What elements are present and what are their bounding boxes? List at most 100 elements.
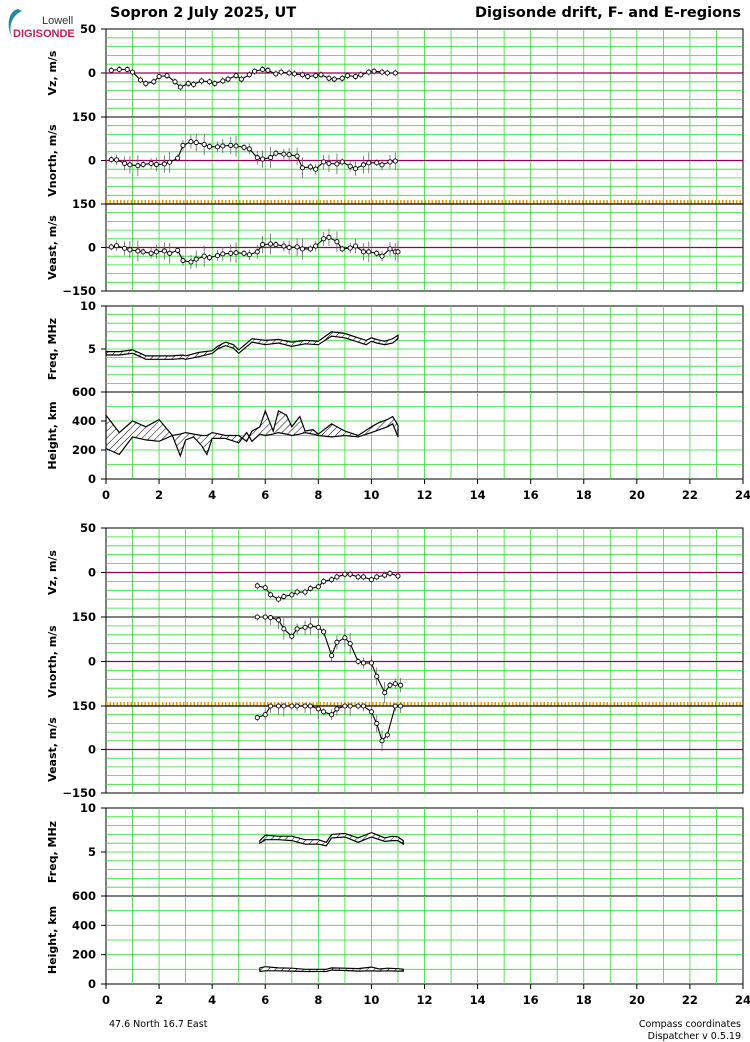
f-vnorth-point: [175, 155, 181, 161]
f-vz-point: [220, 78, 226, 84]
e-veast-point: [360, 703, 367, 709]
e-vnorth-point: [302, 624, 308, 630]
f-vnorth-point: [220, 143, 226, 149]
f-vz-point: [124, 66, 130, 73]
f-veast-point: [114, 243, 120, 249]
f-vz-point: [326, 75, 332, 81]
f-vnorth-tick-label: 150: [72, 110, 96, 124]
e-x-tick-label: 10: [363, 993, 379, 1007]
f-vz-point: [108, 67, 114, 73]
f-x-tick-label: 6: [261, 488, 269, 502]
f-vz-point: [318, 72, 324, 78]
svg-text:Lowell: Lowell: [42, 15, 73, 27]
f-veast-point: [299, 246, 305, 252]
e-vnorth-point: [368, 660, 374, 666]
f-vnorth-point: [127, 162, 133, 168]
f-vz-point: [116, 66, 122, 73]
e-vnorth-point: [382, 690, 388, 696]
f-vz-point: [331, 76, 337, 82]
e-vz-point: [382, 572, 388, 578]
e-vnorth-point: [392, 681, 398, 687]
e-vz-point: [281, 593, 287, 600]
f-vz-point: [206, 79, 213, 85]
e-veast-point: [254, 715, 260, 721]
e-x-tick-label: 14: [470, 993, 486, 1007]
f-vz-point: [384, 70, 390, 76]
f-veast-point: [193, 256, 199, 262]
f-vnorth-point: [387, 159, 393, 165]
chart-title-description: Digisonde drift, F- and E-regions: [474, 5, 741, 21]
f-height-axis-label: Height, km: [46, 401, 59, 469]
f-height-tick-label: 0: [88, 472, 96, 486]
e-vz-point: [294, 589, 300, 595]
f-vz-point: [265, 67, 271, 73]
e-vnorth-point: [342, 635, 348, 641]
f-veast-point: [281, 243, 287, 249]
f-vz-point: [291, 71, 297, 77]
e-x-tick-label: 24: [735, 993, 750, 1007]
f-vz-point: [352, 73, 359, 80]
f-veast-point: [108, 244, 114, 250]
f-veast-point: [127, 247, 133, 253]
f-vnorth-point: [233, 143, 239, 149]
e-vz-point: [254, 583, 260, 589]
e-vz-point: [360, 574, 367, 580]
f-veast-point: [153, 249, 159, 255]
e-veast-point: [384, 732, 390, 738]
e-vnorth-point: [355, 658, 361, 665]
f-vnorth-point: [122, 160, 128, 166]
e-x-tick-label: 18: [576, 993, 592, 1007]
f-veast-tick-label: 0: [88, 241, 96, 255]
f-veast-point: [379, 253, 385, 259]
f-vz-point: [344, 73, 351, 79]
e-veast-point: [289, 703, 295, 709]
f-vz-point: [379, 69, 385, 75]
f-vnorth-point: [268, 155, 274, 161]
f-vz-point: [273, 71, 279, 77]
f-vz-point: [212, 81, 218, 87]
f-x-tick-label: 16: [523, 488, 539, 502]
f-veast-point: [175, 247, 181, 253]
f-veast-point: [206, 255, 213, 261]
f-vnorth-point: [214, 144, 221, 150]
e-vz-point: [368, 577, 374, 583]
f-x-tick-label: 10: [363, 488, 379, 502]
e-vz-point: [355, 574, 361, 580]
f-vnorth-point: [392, 158, 398, 164]
f-vnorth-point: [135, 163, 141, 169]
e-freq-tick-label: 5: [88, 845, 96, 859]
e-veast-point: [315, 706, 321, 712]
f-veast-point: [347, 245, 353, 251]
f-vz-point: [198, 78, 205, 84]
f-vnorth-point: [188, 139, 194, 145]
e-x-tick-label: 0: [102, 993, 110, 1007]
e-x-tick-label: 6: [261, 993, 269, 1007]
f-height-band: [105, 409, 399, 458]
e-height-tick-label: 600: [72, 889, 96, 903]
e-vnorth-point: [398, 682, 404, 688]
e-veast-point: [342, 703, 348, 709]
e-vnorth-point: [315, 624, 321, 630]
e-veast-point: [307, 703, 313, 709]
e-height-tick-label: 0: [88, 977, 96, 991]
e-vnorth-point: [262, 614, 268, 620]
f-veast-point: [395, 249, 401, 255]
f-vz-point: [177, 84, 183, 90]
e-height-band: [259, 966, 404, 973]
f-vz-point: [286, 70, 292, 76]
f-vnorth-point: [201, 141, 207, 148]
e-vz-point: [342, 571, 348, 577]
f-vz-tick-label: 0: [88, 66, 96, 80]
f-vz-point: [366, 69, 372, 75]
e-veast-point: [275, 703, 282, 709]
f-vnorth-point: [326, 160, 332, 166]
f-x-tick-label: 14: [470, 488, 486, 502]
f-vnorth-point: [161, 161, 167, 167]
f-vz-point: [233, 73, 239, 79]
f-vz-point: [137, 77, 144, 83]
f-vnorth-line: [111, 141, 396, 170]
e-veast-point: [374, 720, 380, 726]
e-vnorth-point: [281, 626, 287, 632]
e-veast-point: [379, 738, 385, 744]
